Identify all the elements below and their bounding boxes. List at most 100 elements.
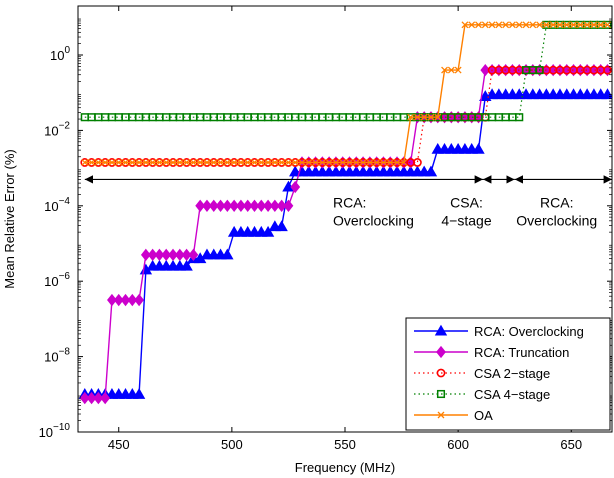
oa-point-4	[108, 158, 116, 166]
y-tick-label-0: 100	[50, 45, 70, 63]
annotation-csa-4stage: CSA: 4−stage	[441, 195, 491, 229]
annotation-layer: RCA: Overclocking CSA: 4−stage RCA: Overclock…	[84, 175, 612, 229]
oa-point-63	[508, 21, 516, 29]
oa-point-31	[291, 158, 299, 166]
rca-truncation-point-25	[249, 199, 260, 212]
oa-point-44	[380, 158, 387, 166]
oa-point-11	[155, 158, 163, 166]
oa-point-13	[169, 158, 177, 166]
oa-point-25	[251, 158, 258, 166]
rca-truncation-point-26	[256, 199, 267, 212]
x-tick-label-4: 650	[560, 437, 582, 452]
oa-point-68	[542, 21, 550, 29]
rca-overclocking-point-27	[261, 225, 275, 237]
y-tick-label-4: 10−8	[44, 347, 70, 365]
y-tick-label-3: 10−6	[44, 271, 70, 289]
oa-point-75	[590, 21, 598, 29]
annotation-rca-overclocking-2: RCA: Overclocking	[516, 195, 597, 229]
oa-point-5	[115, 158, 123, 166]
oa-point-18	[203, 158, 211, 166]
legend-csa-4-stage-point-legend	[436, 389, 446, 399]
rca-truncation-point-14	[174, 248, 185, 261]
legend-rca-overclocking-point-legend	[434, 324, 448, 336]
oa-point-57	[468, 21, 476, 29]
oa-point-12	[162, 158, 170, 166]
oa-point-17	[196, 158, 204, 166]
oa-point-51	[427, 113, 435, 121]
legend: RCA: Overclocking RCA: Truncation CSA 2−st…	[405, 317, 611, 431]
series-layer	[78, 20, 612, 405]
y-axis-label: Mean Relative Error (%)	[2, 149, 17, 288]
rca-truncation-point-13	[168, 248, 178, 261]
series-rca-overclocking	[78, 88, 612, 399]
oa-point-52	[434, 113, 442, 121]
oa-point-56	[461, 21, 469, 29]
rca-truncation-point-17	[195, 199, 206, 212]
rca-truncation-point-12	[161, 248, 172, 261]
rca-truncation-point-22	[229, 199, 240, 212]
rca-truncation-point-16	[188, 248, 199, 261]
y-tick-label-5: 10−10	[39, 422, 71, 440]
oa-point-42	[366, 158, 374, 166]
rca-truncation-point-15	[181, 248, 192, 261]
oa-point-27	[264, 158, 272, 166]
oa-point-39	[346, 158, 353, 166]
legend-csa-2-stage-point-legend	[436, 368, 446, 378]
oa-point-55	[454, 66, 462, 74]
rca-truncation-point-5	[113, 293, 124, 307]
axis-layer: 450 500 550 600 650 100 10−2 10−4 10−6 10−8 10−10 F…	[2, 6, 612, 475]
oa-point-23	[237, 158, 245, 166]
oa-point-61	[495, 21, 503, 29]
oa-point-48	[407, 113, 415, 121]
oa-point-16	[189, 158, 197, 166]
oa-point-19	[210, 158, 218, 166]
rca-truncation-point-0	[79, 391, 90, 405]
oa-point-14	[176, 158, 184, 166]
rca-truncation-point-2	[93, 391, 104, 405]
rca-truncation-point-6	[120, 293, 131, 307]
oa-point-46	[393, 158, 401, 166]
rca-truncation-point-23	[236, 199, 246, 212]
oa-point-58	[475, 21, 482, 29]
rca-truncation-point-1	[86, 391, 97, 405]
legend-rca-truncation-point-legend	[436, 345, 446, 359]
oa-point-53	[441, 66, 449, 74]
oa-point-66	[529, 21, 537, 29]
rca-truncation-point-4	[107, 293, 117, 307]
annotation-rca-overclocking-1: RCA: Overclocking	[333, 195, 414, 229]
series-line-oa	[84, 24, 608, 164]
oa-point-45	[386, 158, 394, 166]
rca-truncation-point-7	[127, 293, 138, 307]
oa-point-20	[217, 158, 225, 166]
oa-point-54	[447, 66, 455, 74]
oa-point-21	[223, 158, 231, 166]
rca-overclocking-point-29	[275, 220, 288, 232]
oa-point-9	[142, 158, 150, 166]
oa-point-8	[135, 158, 143, 166]
oa-point-76	[597, 21, 605, 29]
oa-point-71	[563, 21, 571, 29]
legend-label-oa: OA	[474, 408, 493, 423]
oa-point-59	[481, 21, 489, 29]
oa-point-26	[257, 158, 265, 166]
rca-overclocking-point-21	[221, 248, 234, 260]
rca-truncation-point-19	[208, 199, 219, 212]
oa-point-49	[413, 113, 421, 121]
y-tick-label-2: 10−4	[44, 196, 70, 214]
oa-point-32	[298, 158, 306, 166]
rca-truncation-point-20	[215, 199, 226, 212]
oa-point-36	[325, 158, 333, 166]
oa-point-73	[576, 21, 584, 29]
rca-truncation-point-28	[269, 199, 280, 212]
rca-truncation-point-3	[100, 391, 111, 405]
legend-label-rca-truncation: RCA: Truncation	[474, 345, 569, 360]
oa-point-37	[332, 158, 340, 166]
oa-point-47	[400, 158, 408, 166]
oa-point-74	[583, 21, 591, 29]
x-tick-label-1: 500	[221, 437, 243, 452]
oa-point-50	[420, 113, 428, 121]
csa-4-stage-point-64	[515, 113, 524, 122]
rca-truncation-point-11	[154, 248, 165, 261]
oa-point-60	[488, 21, 496, 29]
